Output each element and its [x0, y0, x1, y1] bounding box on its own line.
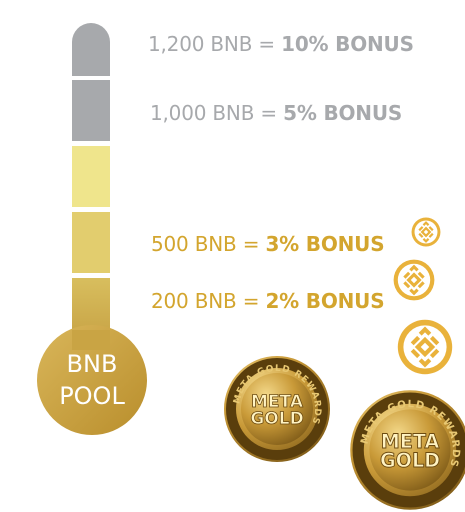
thermo-segment-pale: [72, 146, 110, 207]
tier-bonus: 10% BONUS: [281, 32, 414, 56]
tier-equals: =: [258, 32, 275, 56]
bnb-coin-icon: [411, 217, 441, 247]
bnb-pool-label: BNB POOL: [38, 348, 146, 412]
svg-text:META: META: [381, 430, 440, 453]
thermo-segment-500: [72, 212, 110, 273]
tier-equals: =: [242, 232, 260, 256]
tier-equals: =: [260, 101, 277, 125]
tier-amount: 1,200 BNB: [148, 32, 253, 56]
tier-amount: 200 BNB: [151, 289, 237, 313]
tier-1000-label: 1,000 BNB = 5% BONUS: [150, 101, 402, 125]
tier-amount: 1,000 BNB: [150, 101, 255, 125]
meta-gold-medal-icon: META GOLD REWARDS META GOLD: [350, 390, 465, 510]
svg-text:GOLD: GOLD: [380, 449, 440, 472]
thermo-segment-1200: [72, 23, 110, 76]
tier-bonus: 2% BONUS: [265, 289, 385, 313]
thermo-segment-1000: [72, 80, 110, 141]
tier-amount: 500 BNB: [151, 232, 237, 256]
pool-label-line1: BNB: [66, 350, 118, 378]
tier-200-label: 200 BNB = 2% BONUS: [151, 289, 385, 313]
svg-text:GOLD: GOLD: [250, 409, 303, 429]
pool-label-line2: POOL: [59, 382, 125, 410]
tier-bonus: 3% BONUS: [265, 232, 385, 256]
tier-500-label: 500 BNB = 3% BONUS: [151, 232, 385, 256]
thermo-bulb: [37, 325, 147, 435]
tier-1200-label: 1,200 BNB = 10% BONUS: [148, 32, 414, 56]
bnb-coin-icon: [393, 259, 435, 301]
bnb-coin-icon: [397, 319, 453, 375]
tier-equals: =: [242, 289, 260, 313]
tier-bonus: 5% BONUS: [283, 101, 403, 125]
svg-text:META: META: [251, 392, 304, 412]
meta-gold-medal-icon: META GOLD REWARDS META GOLD: [224, 356, 330, 462]
bnb-pool-thermometer: [37, 23, 147, 435]
